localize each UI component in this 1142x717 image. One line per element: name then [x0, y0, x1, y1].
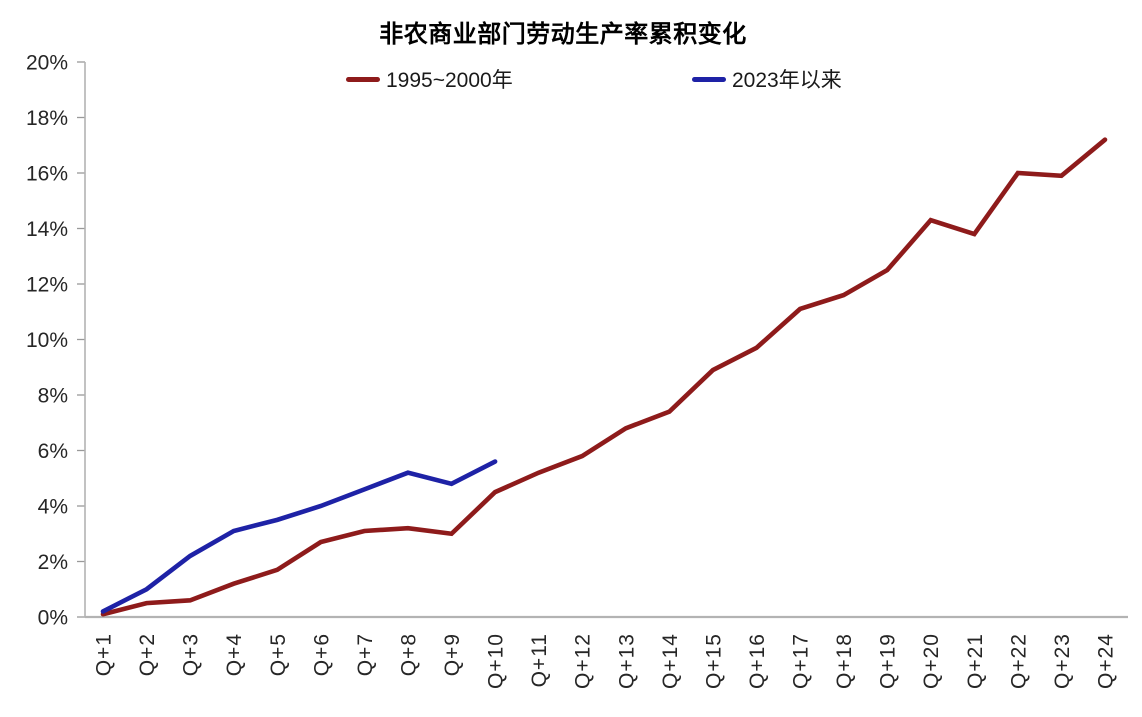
x-tick-label: Q+2	[136, 633, 159, 676]
x-tick-label: Q+5	[267, 633, 290, 676]
x-tick-label: Q+14	[659, 633, 682, 689]
x-tick-label: Q+3	[180, 633, 203, 676]
x-tick-label: Q+22	[1007, 633, 1030, 689]
x-tick-label: Q+21	[964, 633, 987, 689]
chart-title: 非农商业部门劳动生产率累积变化	[379, 21, 747, 48]
x-tick-label: Q+20	[920, 633, 943, 689]
legend-label-2023: 2023年以来	[732, 69, 842, 92]
x-tick-label: Q+7	[354, 633, 377, 676]
y-tick-label: 10%	[26, 329, 68, 352]
y-tick-label: 0%	[38, 607, 68, 630]
x-tick-label: Q+18	[833, 633, 856, 689]
x-tick-label: Q+8	[397, 633, 420, 676]
legend-item-1995-2000: 1995~2000年	[346, 67, 513, 92]
x-tick-label: Q+9	[441, 633, 464, 676]
x-tick-label: Q+1	[93, 633, 116, 676]
y-tick-label: 6%	[38, 440, 68, 463]
y-tick-label: 20%	[26, 52, 68, 75]
legend-swatch-red	[346, 76, 380, 82]
legend-label-1995-2000: 1995~2000年	[386, 69, 513, 92]
legend-swatch-blue	[692, 76, 726, 82]
x-tick-label: Q+16	[746, 633, 769, 689]
series-line-1	[100, 459, 498, 614]
y-tick-label: 12%	[26, 274, 68, 297]
series-line-0	[100, 137, 1108, 617]
legend-item-2023: 2023年以来	[692, 67, 842, 92]
x-tick-label: Q+17	[790, 633, 813, 689]
x-tick-label: Q+24	[1095, 633, 1118, 689]
x-tick-label: Q+4	[223, 633, 246, 676]
y-tick-label: 18%	[26, 107, 68, 130]
x-tick-label: Q+6	[310, 633, 333, 676]
y-tick-label: 16%	[26, 163, 68, 186]
x-tick-label: Q+10	[485, 633, 508, 689]
x-tick-label: Q+11	[528, 633, 551, 687]
x-tick-label: Q+15	[702, 633, 725, 689]
x-tick-label: Q+23	[1051, 633, 1074, 689]
y-tick-label: 4%	[38, 496, 68, 519]
y-tick-label: 14%	[26, 218, 68, 241]
y-tick-label: 2%	[38, 551, 68, 574]
y-tick-label: 8%	[38, 385, 68, 408]
x-tick-label: Q+13	[615, 633, 638, 689]
x-tick-label: Q+12	[572, 633, 595, 689]
x-tick-label: Q+19	[877, 633, 900, 689]
